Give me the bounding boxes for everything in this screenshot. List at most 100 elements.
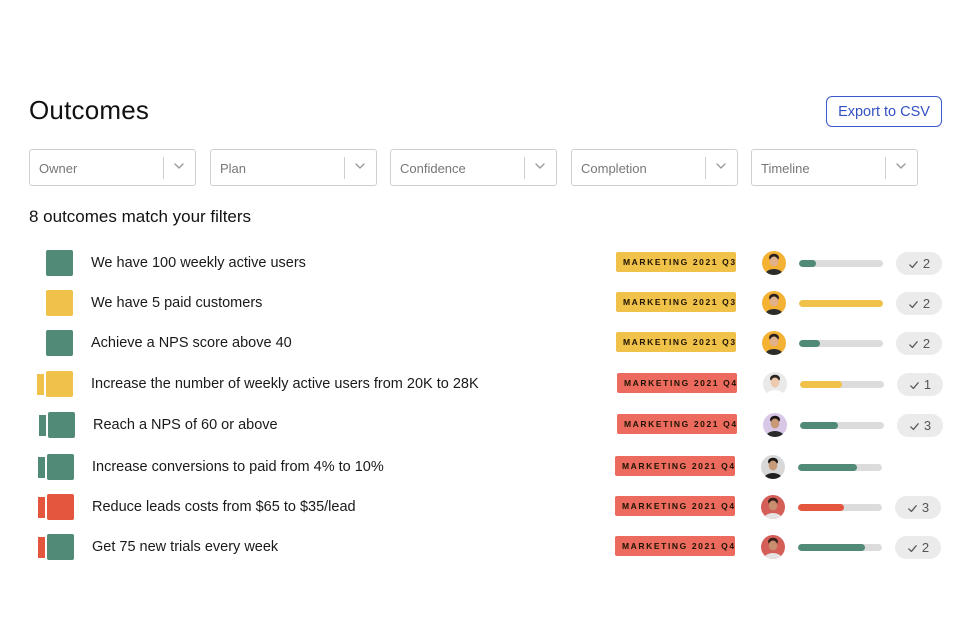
progress-fill	[800, 381, 842, 388]
filter-confidence-select[interactable]: Confidence	[390, 149, 557, 186]
check-icon	[908, 258, 919, 269]
status-indicator[interactable]	[48, 412, 75, 438]
outcome-title[interactable]: We have 100 weekly active users	[91, 255, 306, 271]
outcome-row[interactable]: Increase the number of weekly active use…	[0, 364, 960, 404]
chevron-down-icon[interactable]	[533, 159, 547, 173]
filter-completion-select[interactable]: Completion	[571, 149, 738, 186]
check-icon	[907, 542, 918, 553]
owner-avatar[interactable]	[762, 331, 786, 355]
owner-avatar[interactable]	[763, 413, 787, 437]
filter-label: Plan	[220, 161, 247, 176]
progress-fill	[798, 544, 866, 551]
owner-avatar[interactable]	[762, 251, 786, 275]
checkin-count: 3	[921, 500, 930, 515]
chevron-down-icon[interactable]	[714, 159, 728, 173]
previous-status-indicator	[38, 497, 45, 518]
filter-divider	[885, 157, 886, 179]
check-icon	[908, 338, 919, 349]
checkin-count-badge[interactable]: 3	[897, 414, 943, 437]
progress-bar	[798, 464, 882, 471]
progress-fill	[799, 300, 883, 307]
filter-label: Timeline	[761, 161, 810, 176]
outcome-title[interactable]: Achieve a NPS score above 40	[91, 335, 292, 351]
check-icon	[909, 420, 920, 431]
plan-tag[interactable]: MARKETING 2021 Q4	[615, 456, 735, 476]
checkin-count-badge[interactable]: 2	[895, 536, 941, 559]
owner-avatar[interactable]	[762, 291, 786, 315]
status-indicator[interactable]	[46, 371, 73, 397]
checkin-count: 1	[923, 377, 932, 392]
progress-bar	[798, 544, 882, 551]
status-indicator[interactable]	[46, 290, 73, 316]
outcome-row[interactable]: Achieve a NPS score above 40 MARKETING 20…	[0, 323, 960, 363]
status-indicator[interactable]	[47, 534, 74, 560]
owner-avatar[interactable]	[761, 535, 785, 559]
progress-bar	[800, 381, 884, 388]
checkin-count: 2	[922, 336, 931, 351]
status-indicator[interactable]	[47, 454, 74, 480]
filter-label: Completion	[581, 161, 647, 176]
plan-tag[interactable]: MARKETING 2021 Q4	[617, 414, 737, 434]
progress-fill	[798, 504, 845, 511]
previous-status-indicator	[38, 457, 45, 478]
filter-divider	[163, 157, 164, 179]
owner-avatar[interactable]	[761, 495, 785, 519]
outcome-row[interactable]: Increase conversions to paid from 4% to …	[0, 447, 960, 487]
status-indicator[interactable]	[47, 494, 74, 520]
filter-label: Confidence	[400, 161, 466, 176]
page-title: Outcomes	[29, 95, 150, 125]
previous-status-indicator	[38, 537, 45, 558]
progress-fill	[799, 340, 820, 347]
outcome-title[interactable]: We have 5 paid customers	[91, 295, 263, 311]
chevron-down-icon[interactable]	[172, 159, 186, 173]
outcome-title[interactable]: Reduce leads costs from $65 to $35/lead	[92, 499, 356, 515]
checkin-count: 2	[922, 256, 931, 271]
chevron-down-icon[interactable]	[353, 159, 367, 173]
outcome-row[interactable]: We have 5 paid customers MARKETING 2021 Q…	[0, 283, 960, 323]
checkin-count: 3	[923, 418, 932, 433]
plan-tag[interactable]: MARKETING 2021 Q4	[615, 496, 735, 516]
status-indicator[interactable]	[46, 250, 73, 276]
progress-bar	[799, 340, 883, 347]
filter-timeline-select[interactable]: Timeline	[751, 149, 918, 186]
filter-owner-select[interactable]: Owner	[29, 149, 196, 186]
check-icon	[908, 298, 919, 309]
previous-status-indicator	[39, 415, 46, 436]
checkin-count: 2	[921, 540, 930, 555]
plan-tag[interactable]: MARKETING 2021 Q3	[616, 252, 736, 272]
export-csv-button[interactable]: Export to CSV	[826, 96, 942, 127]
outcome-title[interactable]: Get 75 new trials every week	[92, 539, 279, 555]
filter-plan-select[interactable]: Plan	[210, 149, 377, 186]
checkin-count-badge[interactable]: 3	[895, 496, 941, 519]
checkin-count-badge[interactable]: 2	[896, 292, 942, 315]
filter-divider	[524, 157, 525, 179]
owner-avatar[interactable]	[763, 372, 787, 396]
progress-fill	[798, 464, 857, 471]
chevron-down-icon[interactable]	[894, 159, 908, 173]
plan-tag[interactable]: MARKETING 2021 Q4	[617, 373, 737, 393]
filter-divider	[344, 157, 345, 179]
checkin-count-badge[interactable]: 2	[896, 332, 942, 355]
match-count: 8 outcomes match your filters	[29, 207, 252, 226]
outcome-title[interactable]: Reach a NPS of 60 or above	[93, 417, 278, 433]
outcome-row[interactable]: We have 100 weekly active users MARKETING…	[0, 243, 960, 283]
checkin-count-badge[interactable]: 1	[897, 373, 943, 396]
status-indicator[interactable]	[46, 330, 73, 356]
checkin-count: 2	[922, 296, 931, 311]
outcome-title[interactable]: Increase the number of weekly active use…	[91, 376, 479, 392]
filter-divider	[705, 157, 706, 179]
owner-avatar[interactable]	[761, 455, 785, 479]
outcome-title[interactable]: Increase conversions to paid from 4% to …	[92, 459, 384, 475]
plan-tag[interactable]: MARKETING 2021 Q3	[616, 292, 736, 312]
progress-bar	[800, 422, 884, 429]
plan-tag[interactable]: MARKETING 2021 Q4	[615, 536, 735, 556]
progress-fill	[799, 260, 816, 267]
checkin-count-badge[interactable]: 2	[896, 252, 942, 275]
progress-bar	[799, 300, 883, 307]
outcome-row[interactable]: Reach a NPS of 60 or above MARKETING 2021…	[0, 405, 960, 445]
progress-fill	[800, 422, 838, 429]
outcome-row[interactable]: Reduce leads costs from $65 to $35/lead M…	[0, 487, 960, 527]
plan-tag[interactable]: MARKETING 2021 Q3	[616, 332, 736, 352]
outcome-row[interactable]: Get 75 new trials every week MARKETING 20…	[0, 527, 960, 567]
